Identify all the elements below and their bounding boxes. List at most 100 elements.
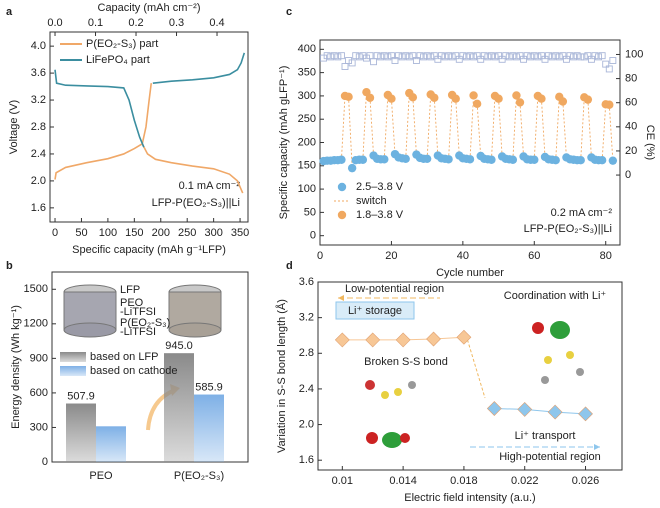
- switch-connector: [608, 104, 614, 161]
- y-axis-title: Variation in S-S bond length (Å): [275, 299, 288, 453]
- y-tick-label: 2.4: [299, 383, 314, 395]
- value-label: 585.9: [195, 381, 223, 393]
- ce-marker: [527, 53, 535, 61]
- bar: [96, 426, 126, 462]
- y-tick-label: 2.4: [31, 148, 46, 160]
- diamond-marker: [578, 406, 593, 422]
- ce-marker: [445, 52, 453, 60]
- capacity-marker: [551, 156, 560, 165]
- x-axis-title: Specific capacity (mAh g⁻¹LFP): [72, 244, 226, 256]
- capacity-marker: [515, 98, 525, 107]
- ce-marker: [352, 52, 360, 60]
- ce-marker: [373, 52, 381, 60]
- ce-marker: [320, 54, 328, 62]
- series-line: [494, 408, 586, 415]
- x-tick-label: P(EO₂-S₃): [174, 470, 224, 482]
- ce-marker: [580, 53, 588, 61]
- capacity-marker: [465, 155, 475, 164]
- switch-connector: [587, 99, 592, 158]
- capacity-marker: [605, 100, 614, 109]
- x-tick-label: 0: [317, 250, 323, 262]
- ce-marker: [416, 52, 424, 60]
- capacity-marker: [347, 163, 357, 173]
- series-line: [54, 52, 246, 148]
- ce-marker: [502, 52, 510, 60]
- capacity-marker: [401, 154, 410, 164]
- ce-marker: [427, 53, 435, 61]
- capacity-marker: [358, 155, 368, 164]
- capacity-marker: [512, 91, 521, 100]
- y-tick-label: 1.6: [299, 454, 314, 466]
- ce-marker: [555, 53, 563, 61]
- y-tick-label: 1500: [24, 283, 48, 295]
- ce-marker: [498, 55, 506, 63]
- ce-marker: [470, 53, 478, 61]
- ce-marker: [434, 55, 442, 63]
- annotation: LFP-P(EO₂-S₃)||Li: [524, 223, 612, 235]
- y2-tick-label: 60: [625, 97, 637, 109]
- switch-connector: [362, 92, 367, 160]
- x2-tick-label: 0.1: [88, 17, 103, 29]
- legend-label: based on cathode: [90, 365, 177, 377]
- y-tick-label: 3.6: [31, 67, 46, 79]
- x2-tick-label: 0.0: [47, 17, 62, 29]
- ce-marker: [598, 52, 606, 60]
- capacity-marker: [422, 154, 432, 164]
- x2-tick-label: 0.4: [209, 17, 224, 29]
- y-tick-label: 3.6: [299, 276, 314, 288]
- capacity-marker: [469, 91, 478, 100]
- annotation: PEO: [120, 297, 144, 309]
- y-tick-label: 300: [30, 421, 48, 433]
- annotation: -LiTFSI: [120, 306, 156, 318]
- y-tick-label: 50: [304, 206, 316, 218]
- bar: [194, 394, 224, 462]
- switch-connector: [405, 93, 410, 159]
- ce-marker: [402, 52, 410, 60]
- ce-marker: [577, 53, 585, 61]
- x-tick-label: 60: [528, 250, 540, 262]
- legend-swatch: [337, 210, 347, 220]
- y-tick-label: 900: [30, 352, 48, 364]
- ce-marker: [477, 55, 485, 63]
- diamond-marker: [426, 331, 441, 347]
- switch-connector: [412, 97, 417, 155]
- annotation: -LiTFSI: [120, 326, 156, 338]
- capacity-marker: [608, 156, 618, 165]
- ce-marker: [584, 52, 592, 60]
- diamond-marker: [395, 332, 411, 348]
- switch-connector: [348, 96, 353, 169]
- annotation: 0.1 mA cm⁻²: [179, 180, 241, 192]
- ce-marker: [405, 53, 413, 61]
- capacity-marker: [583, 95, 593, 104]
- ce-marker: [348, 59, 356, 67]
- x-tick-label: 0.018: [450, 475, 478, 487]
- switch-connector: [340, 95, 346, 160]
- legend-label: LiFePO₄ part: [86, 54, 150, 66]
- annotation: Coordination with Li⁺: [504, 290, 607, 302]
- plot-frame: [317, 281, 623, 471]
- annotation: Li⁺ storage: [348, 305, 402, 317]
- y-tick-label: 3.2: [31, 94, 46, 106]
- ce-marker: [491, 53, 499, 61]
- y-axis-title: Voltage (V): [8, 100, 20, 154]
- diamond-marker: [517, 401, 533, 417]
- x2-tick-label: 0.2: [128, 17, 143, 29]
- ce-marker: [337, 52, 345, 60]
- legend-label: 2.5–3.8 V: [356, 181, 404, 193]
- capacity-marker: [508, 155, 518, 164]
- ce-marker: [534, 53, 542, 61]
- ce-marker: [423, 52, 431, 60]
- ce-marker: [573, 52, 581, 60]
- legend-label: switch: [356, 195, 387, 207]
- capacity-marker: [530, 155, 539, 164]
- switch-connector: [555, 96, 560, 161]
- switch-connector: [455, 98, 460, 156]
- ce-marker: [587, 55, 595, 63]
- x-tick-label: 350: [231, 227, 249, 239]
- y2-tick-label: 0: [625, 169, 631, 181]
- ce-marker: [605, 65, 613, 73]
- ce-marker: [437, 52, 445, 60]
- switch-connector: [519, 102, 525, 157]
- y-tick-label: 2.0: [299, 418, 314, 430]
